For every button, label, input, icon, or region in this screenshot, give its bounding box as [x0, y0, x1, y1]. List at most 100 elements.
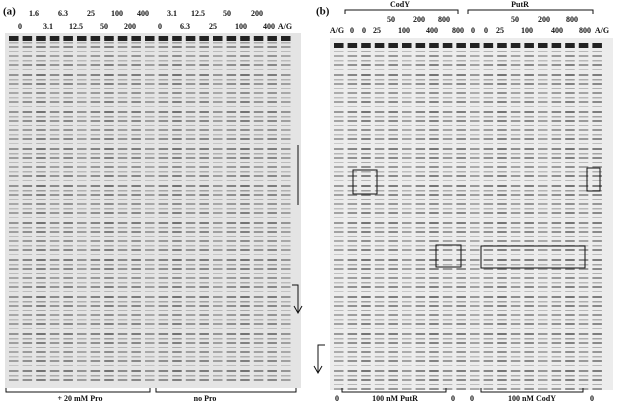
well-band	[49, 36, 60, 41]
well-band	[240, 36, 250, 41]
well-band	[592, 43, 602, 48]
well-band	[510, 43, 521, 48]
well-band	[456, 43, 466, 48]
lane	[240, 38, 250, 383]
lane	[49, 38, 60, 383]
well-band	[524, 43, 534, 48]
lane	[267, 38, 277, 383]
well-band	[185, 36, 196, 41]
lane	[36, 38, 46, 383]
panel-label: (a)	[3, 6, 16, 18]
lane	[253, 38, 264, 383]
well-band	[361, 43, 371, 48]
lane	[374, 45, 385, 390]
lane	[442, 45, 453, 390]
lane	[524, 45, 534, 390]
well-band	[77, 36, 87, 41]
lane-label: 800	[566, 15, 578, 24]
well-band	[253, 36, 264, 41]
lane	[63, 38, 73, 383]
well-band	[483, 43, 494, 48]
well-band	[374, 43, 385, 48]
well-band	[578, 43, 589, 48]
lane	[497, 45, 507, 390]
lane-label: 0	[362, 26, 366, 35]
lane	[470, 45, 480, 390]
well-band	[565, 43, 575, 48]
lane-label: 0	[484, 26, 488, 35]
well-band	[347, 43, 358, 48]
lane-label: 25	[209, 22, 217, 31]
lane	[185, 38, 196, 383]
lane	[172, 38, 182, 383]
lane-label: 6.3	[180, 22, 190, 31]
lane	[578, 45, 589, 390]
lane-label: A/G	[595, 26, 609, 35]
lane-label: 12.5	[69, 22, 83, 31]
lane-label: 800	[452, 26, 464, 35]
lane-label: 0	[18, 22, 22, 31]
lane-label: 100	[111, 9, 123, 18]
lane-label: 50	[223, 9, 231, 18]
lane-label: 0	[470, 394, 474, 403]
lane-label: 100 nM PutR	[372, 394, 418, 403]
lane-label: 25	[496, 26, 504, 35]
lane-label: 200	[251, 9, 263, 18]
lane	[415, 45, 426, 390]
well-band	[442, 43, 453, 48]
well-band	[9, 36, 19, 41]
lane-labels: 1.6 6.3 25 100 400 3.1 12.5 50 200 0 3.1 12.5 50 200 0…	[18, 0, 609, 403]
lane-label: no Pro	[194, 394, 217, 403]
well-band	[172, 36, 182, 41]
well-band	[104, 36, 114, 41]
lane-label: 25	[373, 26, 381, 35]
lane	[388, 45, 398, 390]
well-band	[429, 43, 439, 48]
lane-label: 100 nM CodY	[508, 394, 556, 403]
well-band	[281, 36, 291, 41]
well-band	[131, 36, 141, 41]
lane-label: 3.1	[43, 22, 53, 31]
lane	[429, 45, 439, 390]
well-band	[63, 36, 73, 41]
lane	[402, 45, 412, 390]
well-band	[226, 36, 237, 41]
lane-label: 100	[235, 22, 247, 31]
well-band	[388, 43, 398, 48]
well-band	[267, 36, 277, 41]
lane-label: PutR	[511, 0, 529, 9]
lane-label: 0	[590, 394, 594, 403]
lane-label: 200	[413, 15, 425, 24]
lane-label: 1.6	[29, 9, 39, 18]
lane-label: CodY	[390, 0, 410, 9]
lane	[538, 45, 548, 390]
well-band	[117, 36, 128, 41]
lane	[145, 38, 155, 383]
lane-label: 100	[521, 26, 533, 35]
lane	[592, 45, 602, 390]
lane	[158, 38, 169, 383]
lane	[456, 45, 466, 390]
lane	[9, 38, 19, 383]
lane-label: + 20 mM Pro	[57, 394, 102, 403]
lane-label: 400	[551, 26, 563, 35]
lane-label: 0	[335, 394, 339, 403]
lane	[551, 45, 562, 390]
lane-label: 50	[387, 15, 395, 24]
lane-label: 0	[451, 394, 455, 403]
lane	[361, 45, 371, 390]
lane-label: 400	[137, 9, 149, 18]
lane-label: 25	[87, 9, 95, 18]
well-band	[90, 36, 101, 41]
lane-label: 6.3	[58, 9, 68, 18]
well-band	[551, 43, 562, 48]
well-band	[158, 36, 169, 41]
well-band	[538, 43, 548, 48]
lane-label: 50	[100, 22, 108, 31]
lanes	[9, 36, 602, 390]
lane	[104, 38, 114, 383]
lane	[565, 45, 575, 390]
well-band	[470, 43, 480, 48]
